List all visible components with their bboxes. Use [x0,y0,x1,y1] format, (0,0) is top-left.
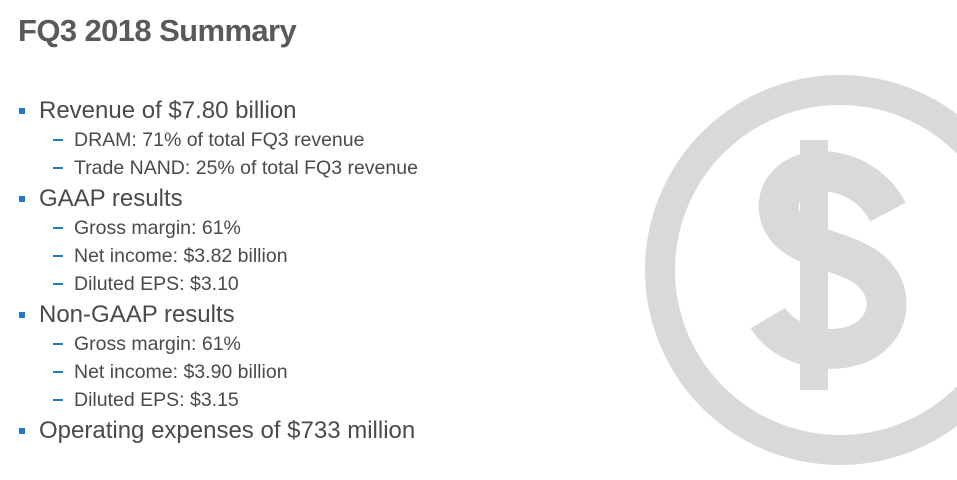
dash-icon [53,167,63,169]
sub-bullet: Gross margin: 61% [18,214,418,242]
sub-list: DRAM: 71% of total FQ3 revenue Trade NAN… [18,126,418,182]
sub-list: Gross margin: 61% Net income: $3.82 bill… [18,214,418,298]
dash-icon [53,139,63,141]
dash-icon [53,371,63,373]
sub-bullet-text: Diluted EPS: $3.10 [74,273,239,295]
bullet-text: Revenue of $7.80 billion [39,97,297,124]
bullet-square-icon [19,428,25,434]
sub-bullet-text: Diluted EPS: $3.15 [74,389,239,411]
sub-bullet: Gross margin: 61% [18,330,418,358]
sub-bullet: Trade NAND: 25% of total FQ3 revenue [18,154,418,182]
bullet-non-gaap: Non-GAAP results Gross margin: 61% Net i… [18,300,418,414]
sub-bullet-text: Gross margin: 61% [74,217,241,239]
sub-bullet-text: Net income: $3.90 billion [74,361,288,383]
dash-icon [53,399,63,401]
sub-bullet: Net income: $3.90 billion [18,358,418,386]
bullet-opex: Operating expenses of $733 million [18,416,418,446]
bullet-square-icon [19,108,25,114]
dash-icon [53,343,63,345]
dash-icon [53,255,63,257]
sub-bullet-text: Trade NAND: 25% of total FQ3 revenue [74,157,418,179]
sub-bullet: Net income: $3.82 billion [18,242,418,270]
slide-title: FQ3 2018 Summary [18,13,297,48]
sub-bullet: Diluted EPS: $3.15 [18,386,418,414]
bullet-list: Revenue of $7.80 billion DRAM: 71% of to… [18,96,418,446]
sub-bullet-text: DRAM: 71% of total FQ3 revenue [74,129,365,151]
sub-bullet-text: Gross margin: 61% [74,333,241,355]
dash-icon [53,283,63,285]
dash-icon [53,227,63,229]
bullet-text: Operating expenses of $733 million [39,417,416,444]
sub-bullet: DRAM: 71% of total FQ3 revenue [18,126,418,154]
bullet-square-icon [19,312,25,318]
bullet-square-icon [19,196,25,202]
bullet-text: GAAP results [39,185,183,212]
sub-bullet-text: Net income: $3.82 billion [74,245,288,267]
dollar-circle-icon [645,75,957,465]
bullet-text: Non-GAAP results [39,301,235,328]
bullet-revenue: Revenue of $7.80 billion DRAM: 71% of to… [18,96,418,182]
sub-list: Gross margin: 61% Net income: $3.90 bill… [18,330,418,414]
bullet-gaap: GAAP results Gross margin: 61% Net incom… [18,184,418,298]
sub-bullet: Diluted EPS: $3.10 [18,270,418,298]
